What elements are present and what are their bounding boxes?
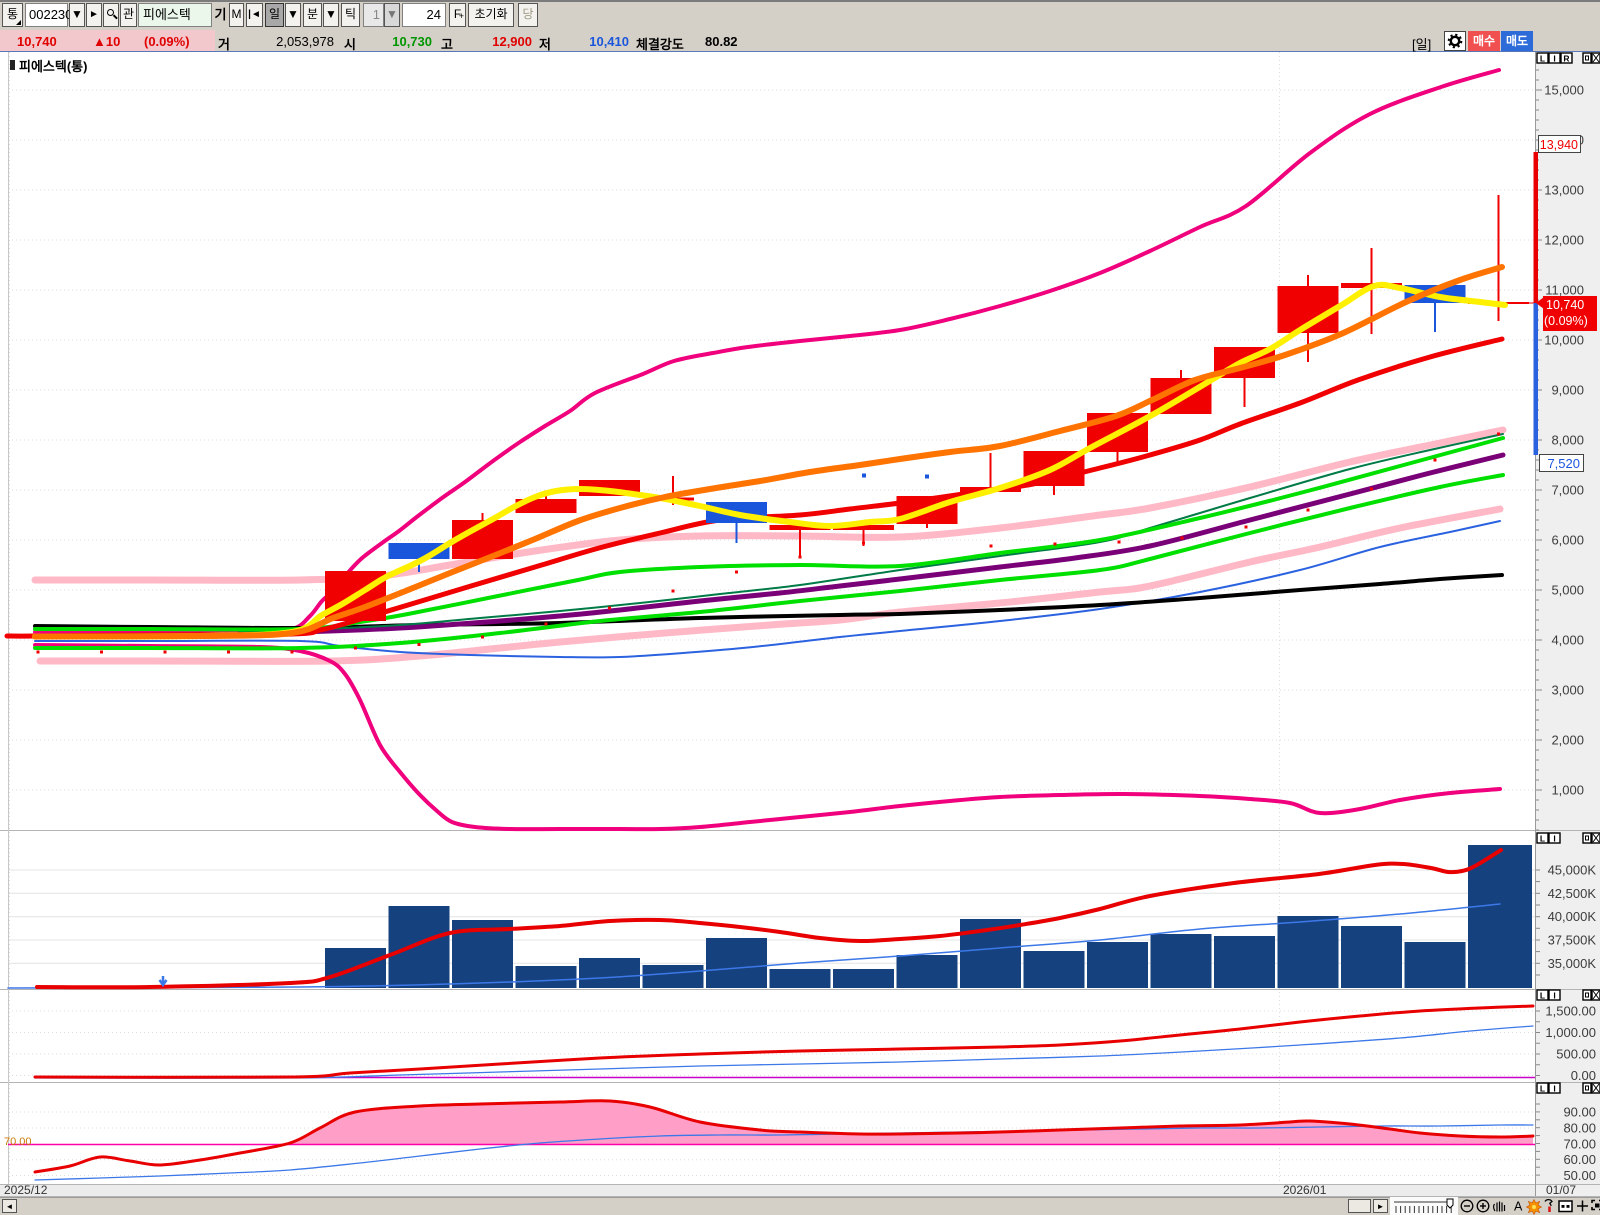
svg-text:I: I bbox=[1553, 1084, 1555, 1094]
svg-text:L: L bbox=[1540, 54, 1545, 64]
svg-text:60.00: 60.00 bbox=[1563, 1152, 1596, 1167]
svg-text:9,000: 9,000 bbox=[1551, 383, 1584, 398]
svg-text:5,000: 5,000 bbox=[1551, 583, 1584, 598]
svg-text:R: R bbox=[1563, 54, 1569, 64]
svg-text:2025/12: 2025/12 bbox=[4, 1183, 48, 1197]
svg-text:6,000: 6,000 bbox=[1551, 533, 1584, 548]
svg-text:2,000: 2,000 bbox=[1551, 733, 1584, 748]
svg-text:L: L bbox=[1540, 991, 1545, 1001]
svg-text:70.00: 70.00 bbox=[4, 1136, 32, 1148]
svg-text:L: L bbox=[1540, 1084, 1545, 1094]
svg-text:L: L bbox=[1540, 834, 1545, 844]
svg-text:37,500K: 37,500K bbox=[1548, 933, 1597, 948]
svg-text:1,000: 1,000 bbox=[1551, 783, 1584, 798]
svg-text:2026/01: 2026/01 bbox=[1283, 1183, 1327, 1197]
svg-text:80.00: 80.00 bbox=[1563, 1121, 1596, 1136]
svg-text:15,000: 15,000 bbox=[1544, 83, 1584, 98]
svg-text:7,000: 7,000 bbox=[1551, 483, 1584, 498]
svg-text:10,000: 10,000 bbox=[1544, 333, 1584, 348]
svg-text:12,000: 12,000 bbox=[1544, 233, 1584, 248]
svg-text:3,000: 3,000 bbox=[1551, 683, 1584, 698]
svg-text:1,500.00: 1,500.00 bbox=[1545, 1004, 1596, 1019]
svg-text:40,000K: 40,000K bbox=[1548, 909, 1597, 924]
svg-text:I: I bbox=[1553, 991, 1555, 1001]
svg-text:35,000K: 35,000K bbox=[1548, 956, 1597, 971]
svg-text:(0.09%): (0.09%) bbox=[1544, 314, 1588, 328]
svg-text:70.00: 70.00 bbox=[1563, 1137, 1596, 1152]
svg-text:0.00: 0.00 bbox=[1571, 1068, 1596, 1083]
svg-text:1,000.00: 1,000.00 bbox=[1545, 1025, 1596, 1040]
svg-text:8,000: 8,000 bbox=[1551, 433, 1584, 448]
svg-text:A: A bbox=[1514, 1200, 1523, 1214]
svg-text:7,520: 7,520 bbox=[1547, 456, 1580, 471]
svg-text:I: I bbox=[1553, 834, 1555, 844]
svg-text:500.00: 500.00 bbox=[1556, 1047, 1596, 1062]
svg-text:01/07: 01/07 bbox=[1546, 1183, 1576, 1197]
svg-text:13,940: 13,940 bbox=[1540, 138, 1578, 152]
svg-text:90.00: 90.00 bbox=[1563, 1105, 1596, 1120]
svg-text:4,000: 4,000 bbox=[1551, 633, 1584, 648]
svg-text:45,000K: 45,000K bbox=[1548, 863, 1597, 878]
svg-text:42,500K: 42,500K bbox=[1548, 886, 1597, 901]
svg-text:50.00: 50.00 bbox=[1563, 1168, 1596, 1183]
svg-text:13,000: 13,000 bbox=[1544, 183, 1584, 198]
svg-text:11,000: 11,000 bbox=[1545, 283, 1584, 298]
svg-text:10,740: 10,740 bbox=[1546, 298, 1584, 312]
svg-text:I: I bbox=[1553, 54, 1555, 64]
svg-text:피에스텍(통): 피에스텍(통) bbox=[19, 59, 87, 74]
